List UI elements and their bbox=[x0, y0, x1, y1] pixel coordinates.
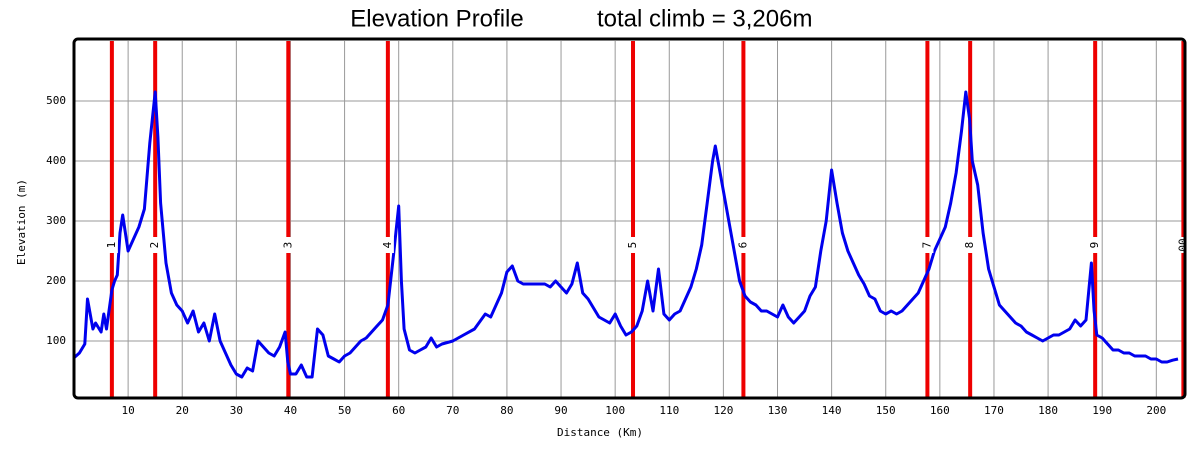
plot-frame bbox=[72, 37, 1187, 400]
x-tick-label: 180 bbox=[1038, 404, 1058, 417]
marker-label: 3 bbox=[281, 242, 294, 249]
y-tick-label: 500 bbox=[46, 94, 66, 107]
chart-subtitle: total climb = 3,206m bbox=[597, 5, 812, 32]
x-tick-label: 80 bbox=[500, 404, 513, 417]
marker-label-box bbox=[282, 237, 295, 253]
x-tick-label: 110 bbox=[659, 404, 679, 417]
marker-label-box bbox=[1089, 237, 1102, 253]
marker-label: 00 bbox=[1176, 238, 1189, 251]
x-tick-label: 150 bbox=[876, 404, 896, 417]
plot-background bbox=[74, 41, 1185, 398]
chart-title: Elevation Profile bbox=[350, 5, 523, 32]
marker-label: 8 bbox=[963, 242, 976, 249]
marker-label: 9 bbox=[1088, 242, 1101, 249]
marker-label: 1 bbox=[105, 242, 118, 249]
marker-label-box bbox=[921, 237, 934, 253]
marker-label-box bbox=[627, 237, 640, 253]
y-tick-label: 400 bbox=[46, 154, 66, 167]
x-axis-label: Distance (Km) bbox=[557, 426, 643, 439]
x-tick-label: 190 bbox=[1092, 404, 1112, 417]
x-tick-label: 160 bbox=[930, 404, 950, 417]
marker-label: 2 bbox=[148, 242, 161, 249]
marker-label: 7 bbox=[920, 242, 933, 249]
marker-label-box bbox=[381, 237, 394, 253]
marker-label: 6 bbox=[736, 242, 749, 249]
x-tick-label: 20 bbox=[176, 404, 189, 417]
x-tick-label: 130 bbox=[768, 404, 788, 417]
y-tick-label: 100 bbox=[46, 334, 66, 347]
x-tick-label: 90 bbox=[554, 404, 567, 417]
x-tick-label: 200 bbox=[1146, 404, 1166, 417]
x-tick-label: 30 bbox=[230, 404, 243, 417]
marker-label: 4 bbox=[381, 241, 394, 248]
marker-label-box bbox=[737, 237, 750, 253]
marker-label-box bbox=[105, 237, 118, 253]
x-tick-label: 70 bbox=[446, 404, 459, 417]
x-tick-label: 170 bbox=[984, 404, 1004, 417]
y-axis-label: Elevation (m) bbox=[15, 179, 28, 265]
marker-label-box bbox=[149, 237, 162, 253]
x-tick-label: 50 bbox=[338, 404, 351, 417]
x-tick-label: 140 bbox=[822, 404, 842, 417]
elevation-line bbox=[73, 90, 1179, 379]
marker-label: 5 bbox=[626, 242, 639, 249]
x-tick-label: 120 bbox=[713, 404, 733, 417]
y-tick-label: 300 bbox=[46, 214, 66, 227]
x-tick-label: 40 bbox=[284, 404, 297, 417]
x-tick-label: 100 bbox=[605, 404, 625, 417]
x-tick-label: 10 bbox=[121, 404, 134, 417]
marker-label-box bbox=[964, 237, 977, 253]
x-tick-label: 60 bbox=[392, 404, 405, 417]
y-tick-label: 200 bbox=[46, 274, 66, 287]
